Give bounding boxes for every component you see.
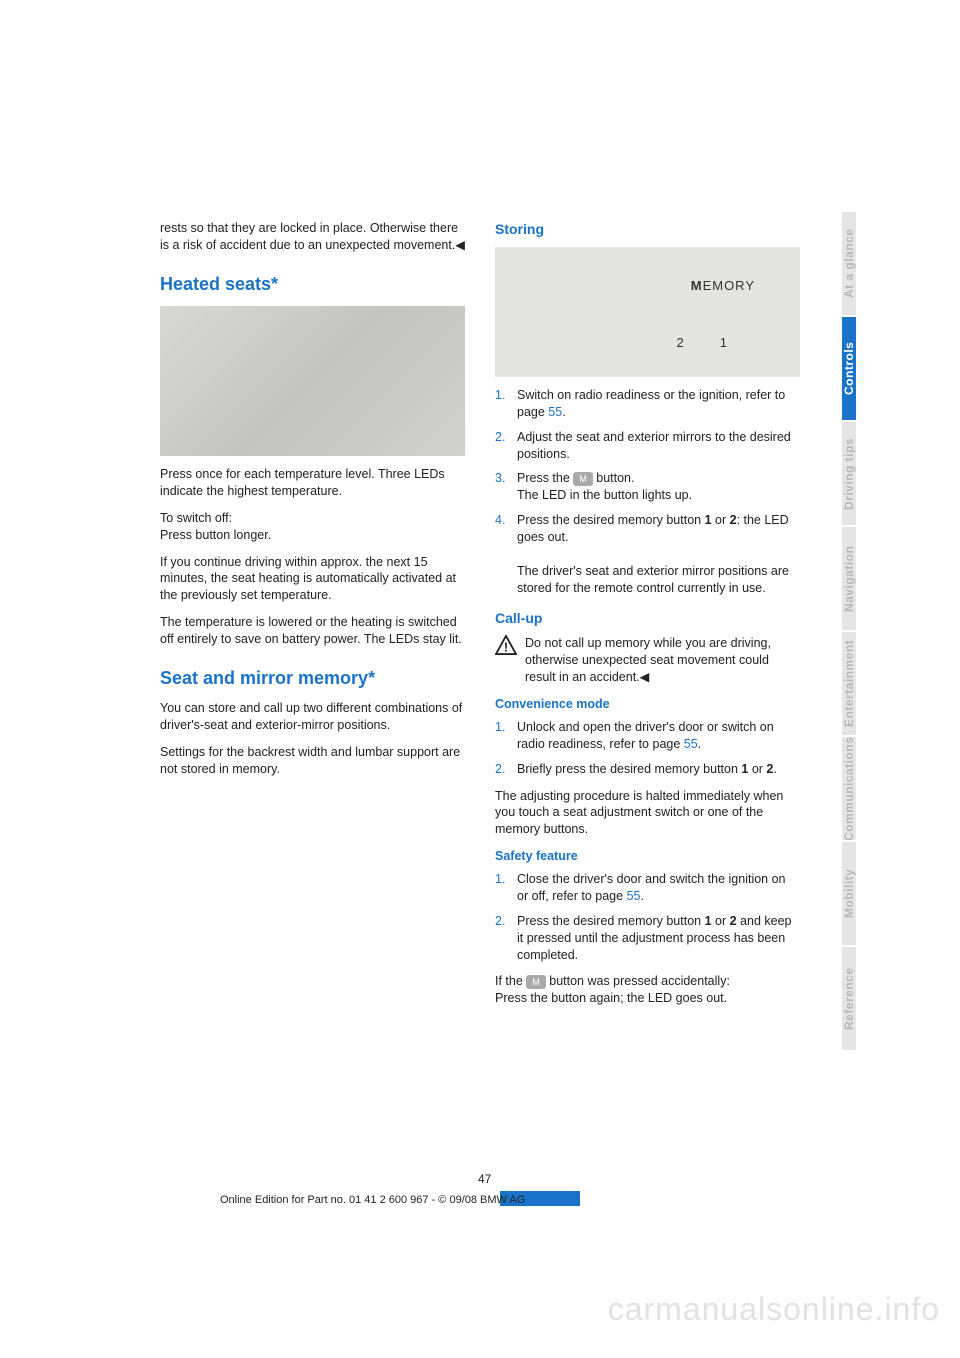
heated-p3: If you continue driving within approx. t… — [160, 554, 465, 605]
heated-p2a: To switch off: — [160, 511, 232, 525]
heated-seats-heading: Heated seats* — [160, 272, 465, 296]
step-text: Briefly press the desired memory button … — [517, 761, 800, 778]
step-text: Press the desired memory button 1 or 2: … — [517, 512, 800, 596]
tab-at-a-glance[interactable]: At a glance — [842, 210, 856, 315]
step-number: 1. — [495, 719, 517, 753]
storing-steps: 1. Switch on radio readiness or the igni… — [495, 387, 800, 597]
right-column: Storing MEMORY 21 1. Switch on radio rea… — [495, 220, 800, 1017]
step-text: Adjust the seat and exterior mirrors to … — [517, 429, 800, 463]
step-number: 1. — [495, 387, 517, 421]
tab-controls[interactable]: Controls — [842, 315, 856, 420]
page-link[interactable]: 55 — [684, 737, 698, 751]
step-text: Press the M button. The LED in the butto… — [517, 470, 800, 504]
page-link[interactable]: 55 — [627, 889, 641, 903]
memory-image: MEMORY 21 — [495, 247, 800, 377]
step-text: Close the driver's door and switch the i… — [517, 871, 800, 905]
heated-seats-image — [160, 306, 465, 456]
step-number: 4. — [495, 512, 517, 596]
convenience-heading: Convenience mode — [495, 696, 800, 713]
step-text: Unlock and open the driver's door or swi… — [517, 719, 800, 753]
callup-heading: Call-up — [495, 609, 800, 628]
safety-steps: 1. Close the driver's door and switch th… — [495, 871, 800, 963]
heated-p2: To switch off: Press button longer. — [160, 510, 465, 544]
memory-image-numbers: 21 — [659, 334, 745, 352]
tab-communications[interactable]: Communications — [842, 735, 856, 840]
page-link[interactable]: 55 — [548, 405, 562, 419]
tab-entertainment[interactable]: Entertainment — [842, 630, 856, 735]
side-tabs: At a glance Controls Driving tips Naviga… — [842, 210, 960, 1050]
memory-label-m: M — [691, 278, 703, 293]
safety-p: If the M button was pressed accidentally… — [495, 973, 800, 1007]
step-number: 2. — [495, 429, 517, 463]
watermark: carmanualsonline.info — [608, 1291, 940, 1328]
convenience-p: The adjusting procedure is halted immedi… — [495, 788, 800, 839]
heated-p1: Press once for each temperature level. T… — [160, 466, 465, 500]
mem-p1: You can store and call up two different … — [160, 700, 465, 734]
list-item: 1. Switch on radio readiness or the igni… — [495, 387, 800, 421]
tab-driving-tips[interactable]: Driving tips — [842, 420, 856, 525]
step-number: 2. — [495, 913, 517, 964]
memory-label-rest: EMORY — [703, 278, 755, 293]
step-text: Switch on radio readiness or the ignitio… — [517, 387, 800, 421]
warning-block: ! Do not call up memory while you are dr… — [495, 635, 800, 686]
list-item: 3. Press the M button. The LED in the bu… — [495, 470, 800, 504]
page-content: rests so that they are locked in place. … — [160, 220, 800, 1017]
heated-p2b: Press button longer. — [160, 528, 271, 542]
list-item: 2. Adjust the seat and exterior mirrors … — [495, 429, 800, 463]
step-number: 2. — [495, 761, 517, 778]
heated-p4: The temperature is lowered or the heatin… — [160, 614, 465, 648]
storing-heading: Storing — [495, 220, 800, 239]
list-item: 1. Unlock and open the driver's door or … — [495, 719, 800, 753]
tab-mobility[interactable]: Mobility — [842, 840, 856, 945]
left-column: rests so that they are locked in place. … — [160, 220, 465, 1017]
tab-navigation[interactable]: Navigation — [842, 525, 856, 630]
seat-mirror-heading: Seat and mirror memory* — [160, 666, 465, 690]
page-number: 47 — [478, 1172, 491, 1186]
intro-text: rests so that they are locked in place. … — [160, 220, 465, 254]
warning-icon: ! — [495, 635, 517, 655]
svg-text:!: ! — [504, 640, 508, 655]
list-item: 2. Press the desired memory button 1 or … — [495, 913, 800, 964]
list-item: 1. Close the driver's door and switch th… — [495, 871, 800, 905]
step-number: 3. — [495, 470, 517, 504]
edition-line: Online Edition for Part no. 01 41 2 600 … — [220, 1194, 525, 1206]
safety-heading: Safety feature — [495, 848, 800, 865]
m-button-icon: M — [526, 975, 546, 989]
warning-text: Do not call up memory while you are driv… — [525, 635, 800, 686]
convenience-steps: 1. Unlock and open the driver's door or … — [495, 719, 800, 778]
m-button-icon: M — [573, 472, 593, 486]
list-item: 2. Briefly press the desired memory butt… — [495, 761, 800, 778]
list-item: 4. Press the desired memory button 1 or … — [495, 512, 800, 596]
mem-p2: Settings for the backrest width and lumb… — [160, 744, 465, 778]
memory-image-label: MEMORY — [691, 277, 755, 295]
tab-reference[interactable]: Reference — [842, 945, 856, 1050]
step-text: Press the desired memory button 1 or 2 a… — [517, 913, 800, 964]
step-number: 1. — [495, 871, 517, 905]
